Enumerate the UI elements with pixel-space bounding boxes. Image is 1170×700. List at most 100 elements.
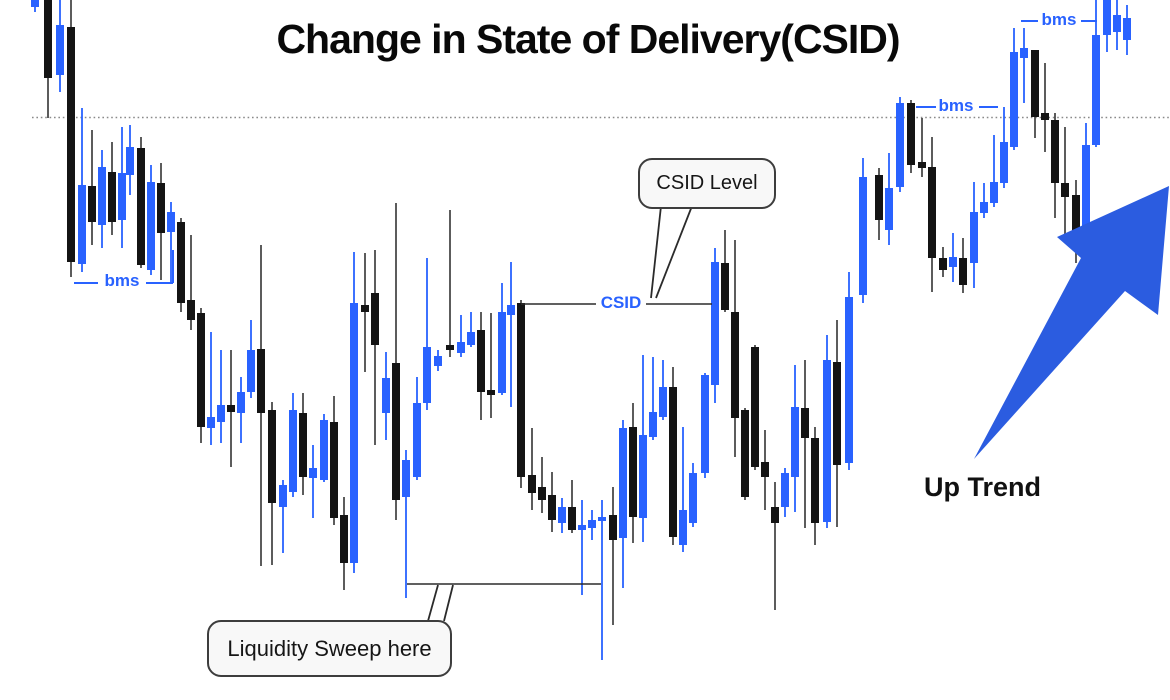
liquidity-callout-tail-right xyxy=(443,584,454,622)
candle-down xyxy=(1061,127,1069,242)
csid-callout-tail-right xyxy=(655,205,693,299)
candle-down xyxy=(741,408,749,500)
candle-up xyxy=(498,283,506,395)
candle-down xyxy=(446,210,454,357)
csid-label: CSID xyxy=(600,293,642,312)
candle-down xyxy=(177,218,185,312)
candle-down xyxy=(629,403,637,543)
candle-down xyxy=(197,308,205,443)
candle-up xyxy=(237,377,245,443)
csid-level-callout: CSID Level xyxy=(638,158,776,209)
liquidity-sweep-callout: Liquidity Sweep here xyxy=(207,620,452,677)
csid-callout-tail-left xyxy=(650,205,662,299)
candle-up xyxy=(791,365,799,512)
candle-up xyxy=(689,463,697,527)
candle-down xyxy=(487,313,495,418)
candle-up xyxy=(457,315,465,357)
candle-up xyxy=(1020,28,1028,103)
candle-up xyxy=(649,357,657,440)
candle-up xyxy=(619,420,627,588)
candle-up xyxy=(350,252,358,573)
candle-down xyxy=(1051,113,1059,218)
candle-up xyxy=(588,510,596,540)
candle-down xyxy=(257,245,265,566)
candle-down xyxy=(227,350,235,467)
candle-up xyxy=(78,108,86,272)
candle-up xyxy=(823,335,831,528)
candle-down xyxy=(811,427,819,545)
candle-down xyxy=(528,428,536,510)
candle-up xyxy=(639,355,647,542)
candle-down xyxy=(538,457,546,513)
candle-down xyxy=(928,137,936,292)
candle-down xyxy=(392,203,400,520)
candle-up xyxy=(1010,28,1018,150)
candle-up xyxy=(859,158,867,303)
candle-down xyxy=(918,118,926,177)
candle-up xyxy=(31,0,39,12)
candle-up xyxy=(896,97,904,192)
page-title: Change in State of Delivery(CSID) xyxy=(276,16,900,62)
candle-up xyxy=(578,500,586,595)
candle-down xyxy=(907,100,915,173)
candle-down xyxy=(751,345,759,470)
candle-down xyxy=(731,240,739,457)
candle-down xyxy=(761,430,769,510)
candle-up xyxy=(980,183,988,218)
candle-up xyxy=(1123,5,1131,55)
candle-down xyxy=(157,163,165,280)
candle-down xyxy=(568,480,576,533)
candle-up xyxy=(949,233,957,282)
candle-up xyxy=(970,182,978,288)
bms-label-mid: bms xyxy=(938,96,974,115)
candle-up xyxy=(56,0,64,92)
candle-up xyxy=(701,373,709,478)
candle-down xyxy=(137,137,145,268)
candle-up xyxy=(507,262,515,407)
up-trend-label: Up Trend xyxy=(924,472,1042,502)
candle-down xyxy=(609,487,617,625)
candle-down xyxy=(187,235,195,330)
candle-up xyxy=(1113,0,1121,50)
candle-down xyxy=(1041,63,1049,152)
candle-up xyxy=(659,360,667,420)
candle-up xyxy=(1092,0,1100,147)
candle-down xyxy=(108,142,116,235)
candle-down xyxy=(268,402,276,565)
candle-up xyxy=(845,272,853,470)
candle-down xyxy=(875,168,883,240)
candle-up xyxy=(320,414,328,482)
candle-down xyxy=(299,393,307,495)
candle-up xyxy=(402,450,410,598)
candle-up xyxy=(309,445,317,518)
candle-down xyxy=(371,250,379,445)
candle-down xyxy=(517,300,525,488)
candle-down xyxy=(361,253,369,372)
candle-up xyxy=(711,248,719,403)
candle-up xyxy=(990,135,998,207)
candle-up xyxy=(279,480,287,553)
candle-down xyxy=(1031,50,1039,138)
candle-up xyxy=(207,332,215,445)
candle-up xyxy=(781,468,789,517)
up-trend-arrow xyxy=(974,186,1169,459)
candle-down xyxy=(721,230,729,312)
candle-down xyxy=(477,312,485,420)
candle-down xyxy=(939,247,947,277)
candle-up xyxy=(382,352,390,440)
candle-up xyxy=(434,350,442,371)
candle-down xyxy=(669,367,677,545)
candle-up xyxy=(147,165,155,275)
candle-down xyxy=(771,482,779,610)
candle-down xyxy=(330,396,338,525)
candle-up xyxy=(679,427,687,552)
candle-down xyxy=(959,238,967,293)
candle-up xyxy=(289,393,297,497)
candle-up xyxy=(423,258,431,410)
csid-level-callout-text: CSID Level xyxy=(656,172,758,194)
candle-up xyxy=(558,498,566,533)
candle-down xyxy=(67,0,75,277)
liquidity-callout-tail-left xyxy=(427,584,439,622)
